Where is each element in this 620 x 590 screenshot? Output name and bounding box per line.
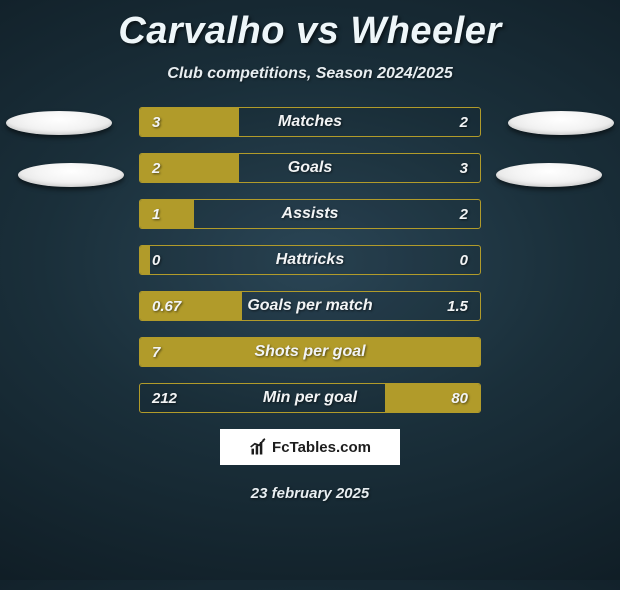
branding-box: FcTables.com [220,429,400,465]
team-badge-right-2 [496,163,602,187]
subtitle: Club competitions, Season 2024/2025 [0,65,620,83]
stat-value-right: 0 [460,246,468,274]
team-badge-left-2 [18,163,124,187]
stat-bar-fill [140,108,239,136]
stat-row: 2Goals3 [139,153,481,183]
stat-bar-fill [140,292,242,320]
team-badge-left-1 [6,111,112,135]
stat-row: 7Shots per goal [139,337,481,367]
stat-bar-fill [140,338,480,366]
stat-value-right: 1.5 [447,292,468,320]
team-badge-right-1 [508,111,614,135]
branding-text: FcTables.com [272,439,371,456]
stat-label: Hattricks [140,246,480,274]
date-text: 23 february 2025 [0,485,620,502]
stat-row: 212Min per goal80 [139,383,481,413]
stat-bar-fill [385,384,480,412]
stat-bar-fill [140,154,239,182]
stat-bar-fill [140,200,194,228]
stat-bar-fill [140,246,150,274]
stat-bars: 3Matches2 2Goals3 1Assists2 0Hattricks0 0.67… [139,107,481,413]
stat-value-right: 2 [460,108,468,136]
stat-value-right: 2 [460,200,468,228]
stat-row: 0.67Goals per match1.5 [139,291,481,321]
stat-value-right: 3 [460,154,468,182]
stat-value-left: 0 [152,246,160,274]
stat-value-left: 212 [152,384,177,412]
chart-icon [249,437,269,457]
comparison-panel: 3Matches2 2Goals3 1Assists2 0Hattricks0 0.67… [0,107,620,502]
stat-row: 3Matches2 [139,107,481,137]
stat-row: 1Assists2 [139,199,481,229]
stat-row: 0Hattricks0 [139,245,481,275]
page-title: Carvalho vs Wheeler [0,10,620,53]
